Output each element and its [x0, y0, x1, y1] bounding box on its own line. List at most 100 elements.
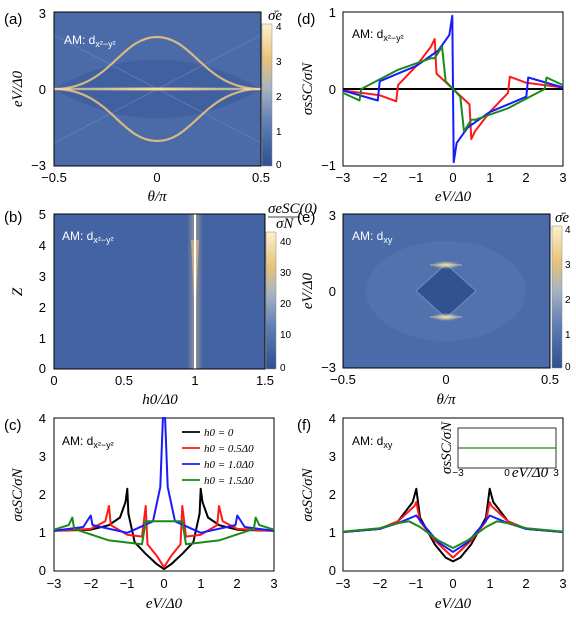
panel-b-cb-tick: 30 [280, 268, 292, 279]
panel-c-ytick: 2 [39, 487, 46, 502]
panel-d-am-label: AM: dx²−y² [352, 27, 404, 43]
panel-c-xticks: −3 −2 −1 0 1 2 3 [47, 576, 278, 591]
panel-c-am-label: AM: dx²−y² [62, 434, 114, 450]
panel-c-yticks: 4 3 2 1 0 [39, 411, 46, 578]
panel-b-ylabel: Z [10, 287, 26, 296]
panel-c-ytick: 0 [39, 563, 46, 578]
panel-d-ylabel: σsSC/σN [300, 62, 316, 115]
panel-d-xlabel: eV/Δ0 [435, 189, 472, 205]
panel-c-xtick: −2 [84, 576, 99, 591]
panel-f-inset-xtick: −3 [452, 468, 464, 479]
panel-c-series-line [53, 417, 275, 534]
panel-f-inset: σsSC/σN −3 0 3 eV/Δ0 [439, 421, 559, 481]
legend-item: h0 = 0.5Δ0 [204, 443, 254, 455]
panel-f-ytick: 3 [329, 449, 336, 464]
panel-e-cb-tick: 0 [565, 362, 571, 373]
panel-f-inset-xtick: 0 [504, 468, 510, 479]
panel-f-series-line [342, 487, 564, 563]
panel-b-cb-tick: 20 [280, 299, 292, 310]
panel-d-xticks: −3 −2 −1 0 1 2 3 [336, 170, 567, 185]
panel-a-label: (a) [4, 11, 22, 28]
panel-c: (c) AM: dx²−y² h0 = 0 h0 = 0.5Δ0 h0 = 1.… [4, 411, 278, 612]
panel-e-ytick: 0 [329, 284, 336, 299]
panel-f-inset-xtick: 3 [553, 468, 559, 479]
panel-f-ytick: 1 [329, 525, 336, 540]
panel-b-xtick: 1.5 [256, 373, 274, 388]
panel-f: (f) AM: dxy σsSC/σN −3 0 3 eV/Δ0 −3 −2 −… [297, 411, 567, 612]
panel-e-yticks: 3 0 −3 [321, 208, 336, 375]
panel-a-ytick: −3 [31, 158, 46, 173]
panel-f-series-line [342, 520, 564, 549]
panel-b-heatmap [54, 214, 265, 369]
panel-a-xticks: −0.5 0 0.5 [41, 170, 270, 185]
panel-e-label: (e) [297, 209, 315, 226]
panel-e-am-label: AM: dxy [352, 229, 393, 245]
panel-f-yticks: 4 3 2 1 0 [329, 411, 336, 578]
panel-f-xtick: 0 [449, 576, 456, 591]
legend-item: h0 = 0 [204, 427, 234, 439]
panel-d-ytick: −1 [321, 158, 336, 173]
panel-a: (a) AM: dx²−y² −0.5 0 0.5 3 0 [4, 6, 282, 205]
panel-a-xtick: 0 [153, 170, 160, 185]
panel-b-xtick: 0 [50, 373, 57, 388]
panel-f-xtick: −2 [373, 576, 388, 591]
panel-c-xtick: 1 [197, 576, 204, 591]
panel-f-inset-ylabel: σsSC/σN [439, 421, 455, 474]
panel-d-ytick: 0 [329, 82, 336, 97]
panel-d: (d) AM: dx²−y² −3 −2 −1 0 1 2 3 1 0 −1 e… [297, 5, 567, 205]
panel-b-yticks: 5 4 3 2 1 0 [39, 207, 46, 376]
panel-b-frame [53, 213, 266, 370]
panel-a-xtick: 0.5 [252, 170, 270, 185]
panel-a-xlabel: θ/π [147, 189, 167, 205]
panel-a-colorbar: σ̄e 4 3 2 1 0 [261, 8, 282, 171]
panel-d-xtick: −3 [336, 170, 351, 185]
panel-f-xtick: 1 [486, 576, 493, 591]
panel-c-xtick: 3 [270, 576, 277, 591]
panel-e-ytick: −3 [321, 360, 336, 375]
panel-f-xtick: 2 [522, 576, 529, 591]
panel-b-ytick: 4 [39, 238, 46, 253]
panel-e: (e) AM: dxy −0.5 0 0.5 3 0 −3 θ/ [297, 208, 571, 408]
panel-d-series-line [342, 45, 564, 133]
panel-c-series-line [53, 516, 275, 546]
panel-a-heatmap [54, 12, 261, 166]
panel-d-xtick: 2 [522, 170, 529, 185]
panel-b-colorbar: σeSC(0) σN 40 30 20 10 0 [265, 201, 317, 374]
legend-item: h0 = 1.0Δ0 [204, 459, 254, 471]
panel-f-label: (f) [297, 417, 311, 434]
panel-c-ytick: 3 [39, 449, 46, 464]
panel-f-ytick: 0 [329, 563, 336, 578]
panel-f-ytick: 2 [329, 487, 336, 502]
panel-f-ylabel: σeSC/σN [300, 467, 316, 521]
panel-b-cb-title-bottom: σN [276, 216, 294, 232]
panel-f-xtick: −3 [336, 576, 351, 591]
panel-c-xtick: −3 [47, 576, 62, 591]
panel-c-xtick: 2 [233, 576, 240, 591]
panel-a-xtick: −0.5 [41, 170, 67, 185]
panel-e-xtick: −0.5 [330, 372, 356, 387]
panel-c-frame [53, 417, 275, 572]
panel-a-cb-tick: 2 [276, 92, 282, 103]
panel-c-xtick: 0 [160, 576, 167, 591]
panel-a-ytick: 0 [39, 82, 46, 97]
panel-f-series-line [342, 501, 564, 559]
panel-c-ytick: 1 [39, 525, 46, 540]
panel-b-label: (b) [4, 209, 22, 226]
panel-b-ytick: 0 [39, 361, 46, 376]
panel-c-ylabel: σeSC/σN [10, 467, 26, 521]
panel-d-ytick: 1 [329, 5, 336, 20]
panel-b-ytick: 1 [39, 331, 46, 346]
panel-c-label: (c) [4, 417, 22, 434]
panel-d-label: (d) [297, 11, 315, 28]
panel-e-frame [342, 213, 551, 369]
panel-b-xtick: 1 [191, 373, 198, 388]
panel-d-xtick: 3 [559, 170, 566, 185]
panel-d-xtick: 0 [449, 170, 456, 185]
panel-c-ytick: 4 [39, 411, 46, 426]
panel-f-xtick: 3 [559, 576, 566, 591]
panel-c-series-line [53, 487, 275, 571]
panel-d-xtick: −1 [409, 170, 424, 185]
panel-b: (b) AM: dx²−y² 0 0.5 1 1.5 5 4 3 2 1 0 h… [4, 201, 317, 408]
panel-a-am-label: AM: dx²−y² [64, 33, 116, 49]
panel-b-ytick: 3 [39, 269, 46, 284]
